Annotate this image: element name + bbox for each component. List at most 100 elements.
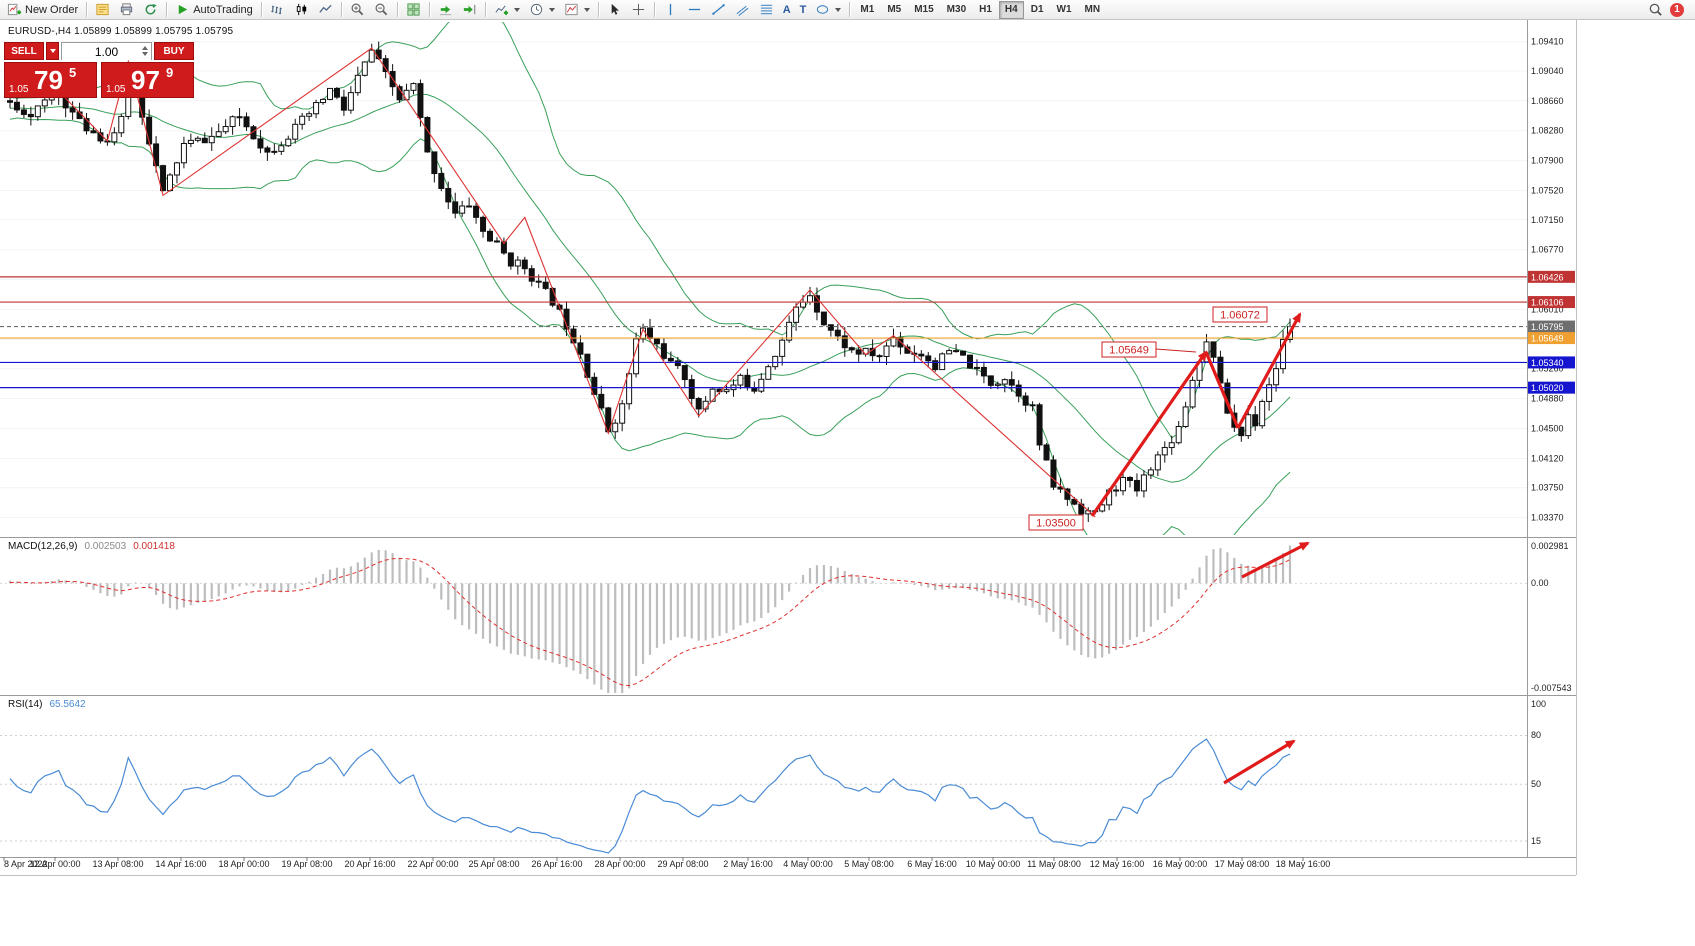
svg-text:16 May 00:00: 16 May 00:00 (1153, 859, 1208, 869)
macd-main-value: 0.002503 (84, 541, 127, 552)
tf-h1-button[interactable]: H1 (973, 1, 998, 19)
toolbar-separator (849, 2, 851, 17)
fibonacci-button[interactable] (755, 1, 778, 19)
macd-panel[interactable] (0, 539, 1576, 695)
bar-chart-icon (271, 5, 282, 15)
candlestick-chart-icon (296, 3, 306, 16)
channel-icon (736, 5, 749, 16)
rsi-panel[interactable] (0, 697, 1576, 857)
tf-m5-button[interactable]: M5 (881, 1, 907, 19)
periods-dropdown[interactable] (525, 1, 559, 19)
tf-w1-button[interactable]: W1 (1051, 1, 1078, 19)
vertical-line-button[interactable] (659, 1, 682, 19)
text-button[interactable]: A (779, 1, 795, 19)
tile-windows-button[interactable] (402, 1, 425, 19)
refresh-button[interactable] (139, 1, 162, 19)
channel-button[interactable] (731, 1, 754, 19)
chevron-down-icon (49, 49, 56, 53)
tf-h4-button[interactable]: H4 (998, 0, 1024, 19)
crosshair-button[interactable] (627, 1, 650, 19)
new-order-button[interactable]: New Order (3, 1, 82, 19)
toolbar-separator (340, 2, 342, 17)
time-axis[interactable] (0, 858, 1576, 874)
zoom-in-button[interactable] (346, 1, 369, 19)
line-chart-button[interactable] (314, 1, 337, 19)
volume-spinner[interactable] (139, 44, 150, 58)
new-order-label: New Order (25, 3, 79, 16)
horizontal-line-button[interactable] (683, 1, 706, 19)
trendline-icon (711, 4, 725, 15)
svg-text:1.04500: 1.04500 (1531, 424, 1564, 434)
svg-text:18 May 16:00: 18 May 16:00 (1276, 859, 1331, 869)
chart-shift-button[interactable] (458, 1, 481, 19)
metaeditor-button[interactable] (91, 1, 114, 19)
toolbar-separator (428, 2, 430, 17)
tf-m1-button[interactable]: M1 (854, 1, 880, 19)
buy-price-pip-digit: 9 (166, 65, 174, 80)
zoom-in-icon (351, 3, 364, 16)
price-axis[interactable] (1528, 20, 1576, 857)
toolbar-separator (260, 2, 262, 17)
indicators-dropdown[interactable] (490, 1, 524, 19)
tf-m15-button[interactable]: M15 (908, 1, 939, 19)
chevron-down-icon (583, 7, 590, 12)
templates-dropdown[interactable] (560, 1, 594, 19)
svg-text:1.03500: 1.03500 (1036, 518, 1076, 530)
horizontal-line-icon (688, 8, 700, 11)
svg-text:1.09040: 1.09040 (1531, 66, 1564, 76)
sell-button[interactable]: SELL (4, 42, 44, 60)
crosshair-icon (632, 3, 644, 16)
auto-scroll-button[interactable] (434, 1, 457, 19)
svg-text:1.04120: 1.04120 (1531, 454, 1564, 464)
autotrading-button[interactable]: AutoTrading (171, 1, 257, 19)
autotrading-label: AutoTrading (193, 3, 253, 16)
template-icon (565, 3, 578, 16)
sell-price-button[interactable]: 1.05 79 5 (4, 62, 97, 98)
label-tool-icon: T (799, 3, 807, 16)
svg-text:13 Apr 08:00: 13 Apr 08:00 (92, 859, 143, 869)
buy-price-prefix: 1.05 (106, 84, 126, 95)
chart-symbol-ohlc-label: EURUSD-,H4 1.05899 1.05899 1.05795 1.057… (8, 26, 234, 37)
svg-text:1.06010: 1.06010 (1531, 305, 1564, 315)
volume-input[interactable] (62, 44, 151, 60)
svg-text:1.08280: 1.08280 (1531, 126, 1564, 136)
toolbar-separator (597, 2, 599, 17)
cursor-icon (611, 3, 619, 15)
zoom-out-button[interactable] (370, 1, 393, 19)
tf-m30-button[interactable]: M30 (941, 1, 972, 19)
buy-price-button[interactable]: 1.05 97 9 (101, 62, 194, 98)
svg-text:25 Apr 08:00: 25 Apr 08:00 (468, 859, 519, 869)
rsi-value: 65.5642 (49, 699, 86, 710)
trendline-button[interactable] (707, 1, 730, 19)
toolbar-separator (396, 2, 398, 17)
shapes-dropdown[interactable] (811, 1, 845, 19)
spinner-down-icon[interactable] (141, 52, 148, 56)
print-button[interactable] (115, 1, 138, 19)
main-chart-panel[interactable] (0, 20, 1576, 537)
order-options-dropdown[interactable] (46, 42, 59, 60)
buy-button[interactable]: BUY (154, 42, 194, 60)
refresh-icon (145, 3, 157, 15)
notification-badge[interactable]: 1 (1670, 2, 1684, 17)
chevron-down-icon (548, 7, 555, 12)
tf-mn-button[interactable]: MN (1079, 1, 1107, 19)
svg-text:19 Apr 08:00: 19 Apr 08:00 (281, 859, 332, 869)
svg-text:1.03750: 1.03750 (1531, 483, 1564, 493)
tf-d1-button[interactable]: D1 (1025, 1, 1050, 19)
svg-text:0.00: 0.00 (1531, 578, 1549, 588)
svg-text:8 Apr 2022: 8 Apr 2022 (4, 859, 48, 869)
macd-indicator-label: MACD(12,26,9) 0.002503 0.001418 (8, 541, 175, 552)
svg-text:28 Apr 00:00: 28 Apr 00:00 (594, 859, 645, 869)
label-button[interactable]: T (796, 1, 811, 19)
search-icon[interactable] (1648, 2, 1663, 17)
spinner-up-icon[interactable] (141, 46, 148, 50)
bar-chart-button[interactable] (266, 1, 289, 19)
svg-text:1.05795: 1.05795 (1531, 322, 1564, 332)
cursor-button[interactable] (603, 1, 626, 19)
print-icon (121, 3, 133, 16)
candlestick-chart-button[interactable] (290, 1, 313, 19)
new-order-icon (7, 3, 22, 16)
macd-name: MACD(12,26,9) (8, 541, 78, 552)
svg-text:50: 50 (1531, 779, 1541, 789)
